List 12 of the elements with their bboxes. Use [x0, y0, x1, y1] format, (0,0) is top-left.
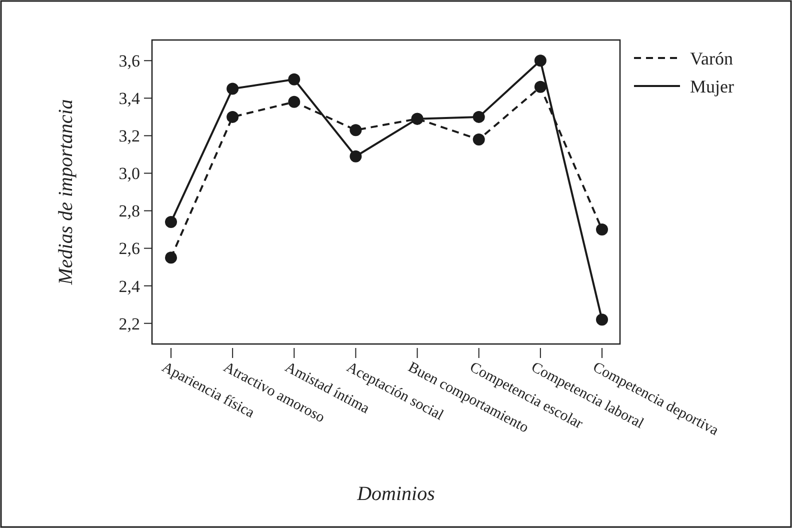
- y-tick-label: 3,4: [118, 89, 140, 108]
- y-tick-label: 2,4: [118, 276, 140, 296]
- y-tick-label: 3,6: [118, 52, 140, 71]
- y-tick-label: 2,8: [118, 202, 140, 221]
- y-axis-title: Medias de importancia: [55, 99, 77, 286]
- legend-label: Mujer: [690, 76, 734, 96]
- legend-label: Varón: [690, 48, 733, 68]
- y-tick-label: 3,2: [118, 126, 140, 146]
- y-tick-label: 2,2: [118, 314, 140, 334]
- x-axis-title: Dominios: [356, 483, 436, 505]
- y-tick-label: 3,0: [118, 164, 140, 184]
- y-tick-label: 2,6: [118, 239, 140, 258]
